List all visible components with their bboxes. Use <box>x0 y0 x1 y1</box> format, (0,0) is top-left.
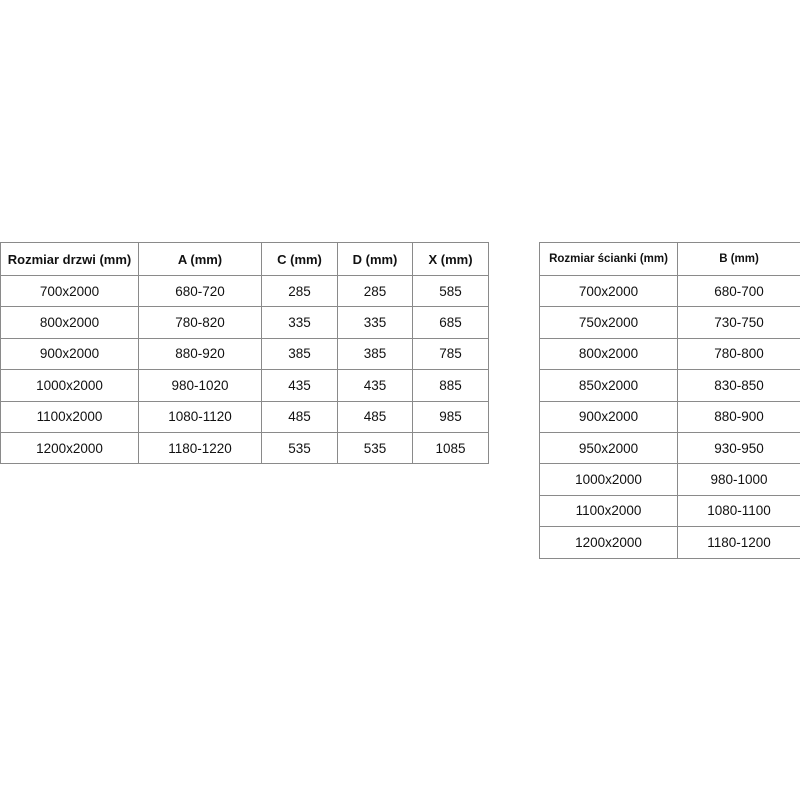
table-cell: 780-800 <box>677 337 800 371</box>
table-cell: 485 <box>261 400 338 433</box>
table-cell: 885 <box>412 369 489 402</box>
column-header: Rozmiar drzwi (mm) <box>0 242 139 276</box>
table-cell: 800x2000 <box>539 337 678 371</box>
table-cell: 750x2000 <box>539 306 678 339</box>
table-cell: 800x2000 <box>0 306 139 339</box>
table-cell: 785 <box>412 337 489 371</box>
table-cell: 535 <box>337 431 413 465</box>
table-cell: 1000x2000 <box>539 463 678 496</box>
column-header: A (mm) <box>138 242 262 276</box>
table-row: 1100x2000 1080-1120 485 485 985 <box>0 400 489 433</box>
table-row: 700x2000 680-720 285 285 585 <box>0 274 489 308</box>
table-cell: 850x2000 <box>539 369 678 402</box>
table-cell: 980-1020 <box>138 369 262 402</box>
table-cell: 1100x2000 <box>0 400 139 433</box>
table-cell: 1085 <box>412 431 489 465</box>
table-cell: 1080-1100 <box>677 494 800 528</box>
table-row: 800x2000 780-820 335 335 685 <box>0 306 489 339</box>
table-cell: 780-820 <box>138 306 262 339</box>
table-header-row: Rozmiar drzwi (mm) A (mm) C (mm) D (mm) X (m… <box>0 242 489 276</box>
table-cell: 980-1000 <box>677 463 800 496</box>
table-cell: 385 <box>337 337 413 371</box>
wall-size-table: Rozmiar ścianki (mm) B (mm) 700x2000 680-7… <box>539 242 800 559</box>
table-cell: 680-700 <box>677 274 800 308</box>
table-cell: 985 <box>412 400 489 433</box>
table-row: 1100x2000 1080-1100 <box>539 494 800 528</box>
table-row: 700x2000 680-700 <box>539 274 800 308</box>
table-row: 1000x2000 980-1020 435 435 885 <box>0 369 489 402</box>
table-cell: 535 <box>261 431 338 465</box>
table-cell: 285 <box>337 274 413 308</box>
table-cell: 435 <box>337 369 413 402</box>
table-cell: 880-920 <box>138 337 262 371</box>
table-cell: 700x2000 <box>539 274 678 308</box>
table-row: 1200x2000 1180-1200 <box>539 526 800 559</box>
table-row: 850x2000 830-850 <box>539 369 800 402</box>
table-cell: 435 <box>261 369 338 402</box>
table-cell: 680-720 <box>138 274 262 308</box>
table-row: 750x2000 730-750 <box>539 306 800 339</box>
table-cell: 700x2000 <box>0 274 139 308</box>
table-cell: 1180-1220 <box>138 431 262 465</box>
table-cell: 930-950 <box>677 431 800 465</box>
table-cell: 685 <box>412 306 489 339</box>
table-cell: 485 <box>337 400 413 433</box>
table-cell: 880-900 <box>677 400 800 433</box>
table-row: 900x2000 880-900 <box>539 400 800 433</box>
column-header: X (mm) <box>412 242 489 276</box>
table-cell: 900x2000 <box>539 400 678 433</box>
table-cell: 900x2000 <box>0 337 139 371</box>
table-cell: 950x2000 <box>539 431 678 465</box>
table-cell: 1180-1200 <box>677 526 800 559</box>
door-size-table: Rozmiar drzwi (mm) A (mm) C (mm) D (mm) X (m… <box>0 242 489 465</box>
table-cell: 1200x2000 <box>539 526 678 559</box>
table-cell: 1200x2000 <box>0 431 139 465</box>
table-cell: 1100x2000 <box>539 494 678 528</box>
table-cell: 1080-1120 <box>138 400 262 433</box>
column-header: B (mm) <box>677 242 800 276</box>
table-cell: 1000x2000 <box>0 369 139 402</box>
table-row: 900x2000 880-920 385 385 785 <box>0 337 489 371</box>
table-cell: 385 <box>261 337 338 371</box>
table-cell: 335 <box>337 306 413 339</box>
table-cell: 830-850 <box>677 369 800 402</box>
table-cell: 585 <box>412 274 489 308</box>
table-cell: 335 <box>261 306 338 339</box>
table-row: 800x2000 780-800 <box>539 337 800 371</box>
table-row: 950x2000 930-950 <box>539 431 800 465</box>
column-header: C (mm) <box>261 242 338 276</box>
table-row: 1200x2000 1180-1220 535 535 1085 <box>0 431 489 465</box>
table-cell: 730-750 <box>677 306 800 339</box>
table-header-row: Rozmiar ścianki (mm) B (mm) <box>539 242 800 276</box>
table-cell: 285 <box>261 274 338 308</box>
table-row: 1000x2000 980-1000 <box>539 463 800 496</box>
column-header: D (mm) <box>337 242 413 276</box>
column-header: Rozmiar ścianki (mm) <box>539 242 678 276</box>
